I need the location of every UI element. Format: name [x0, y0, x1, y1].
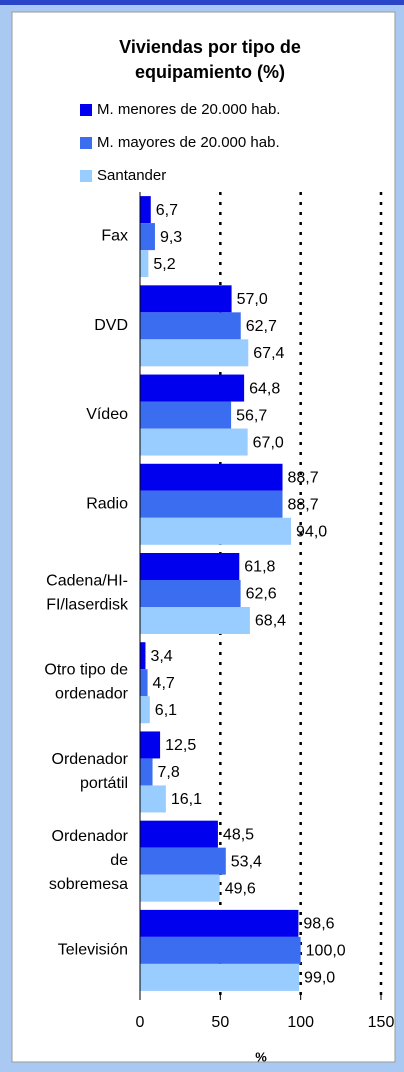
value-label: 3,4	[150, 648, 172, 665]
bar	[140, 785, 166, 813]
y-tick-label: Fax	[101, 228, 128, 245]
y-tick-label: Televisión	[58, 942, 128, 959]
value-label: 68,4	[255, 613, 286, 630]
value-label: 67,4	[253, 345, 284, 362]
bar	[140, 580, 241, 607]
legend-label: M. menores de 20.000 hab.	[97, 101, 280, 118]
y-tick-label: DVD	[94, 317, 128, 334]
value-label: 9,3	[160, 229, 182, 246]
bar	[140, 874, 220, 902]
y-tick-label: Radio	[86, 495, 128, 512]
value-label: 12,5	[165, 737, 196, 754]
bar	[140, 401, 232, 429]
value-label: 7,8	[158, 764, 180, 781]
bar	[140, 312, 241, 340]
bar	[140, 847, 226, 875]
value-label: 98,6	[303, 916, 334, 933]
value-label: 57,0	[237, 291, 268, 308]
legend-swatch	[80, 137, 92, 149]
value-label: 53,4	[231, 853, 262, 870]
value-label: 49,6	[225, 880, 256, 897]
legend-label: Santander	[97, 167, 166, 184]
bar	[140, 642, 146, 670]
value-label: 56,7	[236, 407, 267, 424]
bar	[140, 428, 248, 456]
bar	[140, 758, 153, 786]
legend-swatch	[80, 170, 92, 182]
bar	[140, 463, 283, 491]
value-label: 94,0	[296, 523, 327, 540]
value-label: 6,1	[155, 702, 177, 719]
bar	[140, 731, 161, 759]
legend-swatch	[80, 104, 92, 116]
bar	[140, 963, 300, 991]
x-axis-label: %	[255, 1049, 267, 1064]
chart-title: equipamiento (%)	[135, 62, 285, 82]
bar	[140, 607, 250, 634]
legend-label: M. mayores de 20.000 hab.	[97, 134, 280, 151]
bar	[140, 374, 245, 402]
value-label: 16,1	[171, 791, 202, 808]
value-label: 99,0	[304, 970, 335, 987]
bar	[140, 669, 148, 697]
bar	[140, 936, 301, 964]
bar	[140, 339, 249, 367]
y-tick-label: Otro tipo de ordenador	[44, 662, 128, 703]
bar	[140, 696, 150, 724]
x-tick-label: 100	[287, 1014, 314, 1031]
value-label: 67,0	[253, 434, 284, 451]
y-tick-label: Cadena/HI-FI/laserdisk	[46, 573, 129, 614]
value-label: 62,6	[246, 586, 277, 603]
bar	[140, 250, 149, 278]
value-label: 62,7	[246, 318, 277, 335]
value-label: 61,8	[244, 559, 275, 576]
y-tick-label: Vídeo	[86, 406, 128, 423]
bar	[140, 553, 240, 580]
chart-title: Viviendas por tipo de	[119, 37, 301, 57]
x-tick-label: 150	[368, 1014, 395, 1031]
value-label: 88,7	[288, 496, 319, 513]
bar	[140, 909, 299, 937]
bar	[140, 285, 232, 313]
value-label: 100,0	[306, 943, 346, 960]
y-tick-label: Ordenador portátil	[52, 751, 129, 792]
value-label: 4,7	[153, 675, 175, 692]
top-bar	[0, 0, 404, 5]
x-tick-label: 0	[136, 1014, 145, 1031]
value-label: 48,5	[223, 826, 254, 843]
value-label: 5,2	[153, 256, 175, 273]
bar	[140, 517, 292, 545]
value-label: 88,7	[288, 469, 319, 486]
bar	[140, 820, 218, 848]
bar	[140, 223, 155, 251]
value-label: 64,8	[249, 380, 280, 397]
y-tick-label: Ordenador de sobremesa	[49, 828, 129, 893]
value-label: 6,7	[156, 202, 178, 219]
x-tick-label: 50	[211, 1014, 229, 1031]
bar	[140, 490, 283, 518]
bar	[140, 196, 151, 224]
